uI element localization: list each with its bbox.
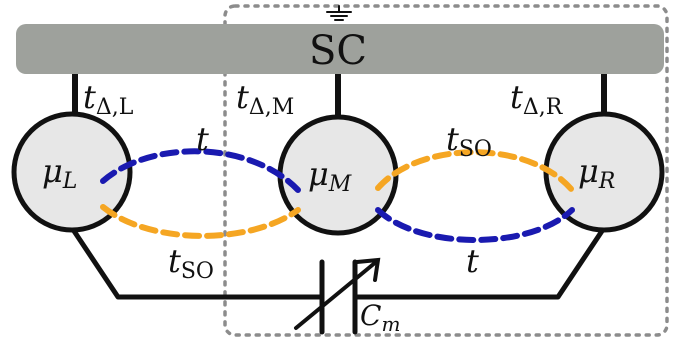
superconductor-label: SC	[309, 28, 367, 74]
coupling-label-left: tΔ,L	[83, 78, 134, 120]
dashed-enclosure	[223, 4, 669, 337]
capacitor-label: Cm	[360, 299, 400, 336]
superconductor-bar	[16, 24, 664, 74]
dot-left	[11, 111, 133, 233]
hopping-label-left: t	[196, 120, 209, 158]
hopping-path-left	[100, 148, 301, 193]
spin-orbit-label-right: tSO	[446, 120, 492, 162]
wire-left	[69, 226, 322, 300]
dot-label-right: μR	[578, 152, 615, 194]
spin-orbit-label-left: tSO	[168, 242, 214, 284]
hopping-label-right: t	[466, 242, 479, 280]
coupling-label-middle: tΔ,M	[236, 78, 294, 120]
dot-label-middle: μM	[308, 155, 352, 197]
spin-orbit-path-right	[375, 149, 575, 193]
variable-capacitor-icon	[294, 257, 381, 335]
spin-orbit-path-left	[100, 204, 301, 239]
ground-icon	[326, 5, 352, 21]
wire-right	[355, 226, 607, 300]
dot-label-left: μL	[42, 152, 77, 194]
hopping-path-right	[375, 207, 575, 243]
coupling-label-right: tΔ,R	[510, 78, 564, 120]
